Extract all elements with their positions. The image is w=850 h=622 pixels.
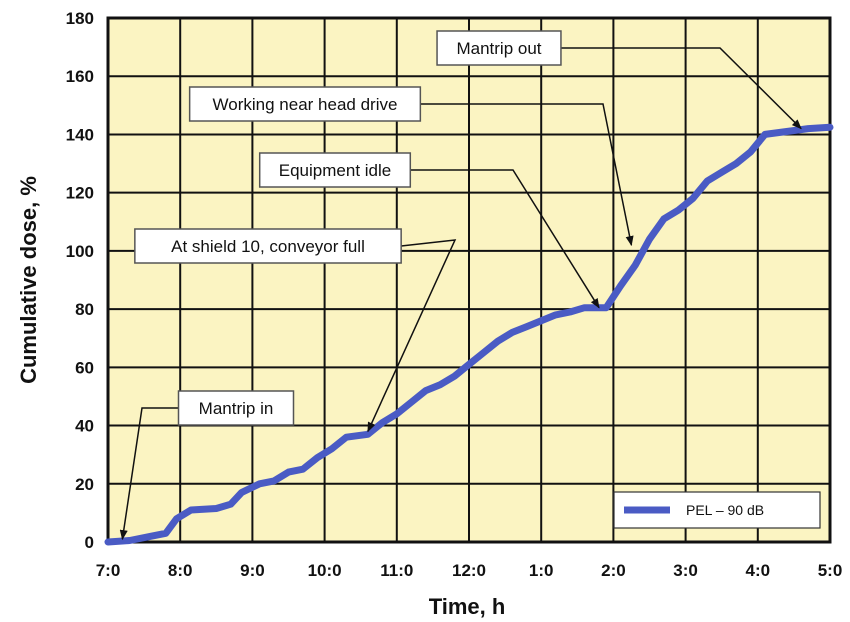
x-tick-label: 4:0 [746,561,771,580]
legend: PEL – 90 dB [613,491,821,529]
y-tick-label: 180 [66,9,94,28]
x-tick-label: 7:0 [96,561,121,580]
annotation-equipment-idle: Equipment idle [258,152,412,188]
annotation-box [134,228,402,264]
x-tick-label: 11:0 [380,561,413,580]
y-tick-label: 140 [66,125,94,144]
y-tick-label: 80 [75,300,94,319]
annotation-arrow [367,239,457,433]
annotation-box [177,390,295,426]
y-tick-label: 160 [66,67,94,86]
x-tick-label: 9:0 [240,561,265,580]
y-tick-label: 40 [75,417,94,436]
annotation-mantrip-out: Mantrip out [436,30,562,66]
x-tick-label: 2:0 [601,561,626,580]
annotation-text: Equipment idle [279,161,391,180]
x-tick-label: 3:0 [673,561,698,580]
x-tick-label: 12:0 [452,561,486,580]
annotation-arrow [410,169,600,309]
annotation-text: Working near head drive [213,95,398,114]
x-tick-label: 1:0 [529,561,554,580]
annotation-working-near-head-drive: Working near head drive [188,86,422,122]
annotation-box [188,86,422,122]
annotation-text: At shield 10, conveyor full [171,237,365,256]
annotation-arrow [420,103,634,247]
annotation-box [436,30,562,66]
y-tick-label: 100 [66,242,94,261]
y-tick-label: 60 [75,358,94,377]
legend-label: PEL – 90 dB [686,502,764,518]
y-tick-label: 20 [75,475,94,494]
annotation-at-shield-10: At shield 10, conveyor full [134,228,402,264]
annotation-mantrip-in: Mantrip in [177,390,295,426]
annotation-box [258,152,412,188]
y-tick-label: 120 [66,184,94,203]
annotation-arrow [560,47,802,130]
x-tick-label: 8:0 [168,561,193,580]
plot-frame [106,16,832,544]
y-axis-title: Cumulative dose, % [16,176,41,384]
series-line [104,123,834,546]
x-axis-title: Time, h [429,594,506,619]
annotation-arrow [119,407,179,541]
annotation-text: Mantrip out [456,39,541,58]
y-tick-label: 0 [85,533,94,552]
annotation-text: Mantrip in [199,399,274,418]
x-tick-label: 10:0 [308,561,342,580]
x-tick-label: 5:0 [818,561,843,580]
